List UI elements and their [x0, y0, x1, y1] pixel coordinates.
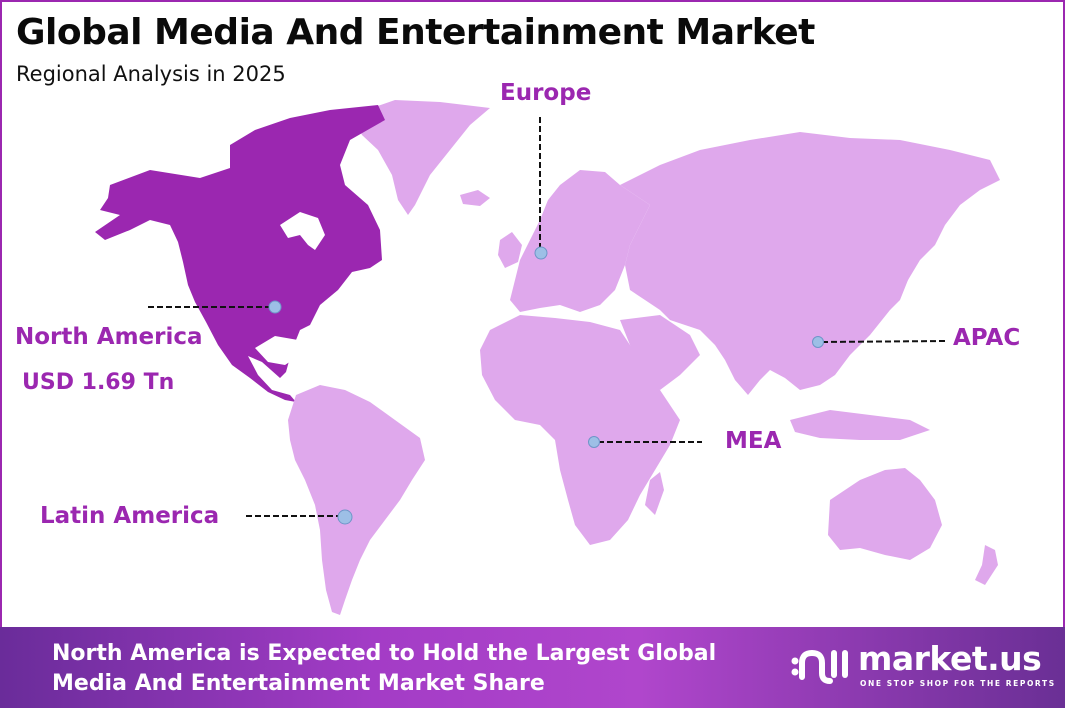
region-label-mea: MEA — [725, 428, 782, 454]
footer-headline: North America is Expected to Hold the La… — [52, 641, 717, 696]
madagascar-shape — [645, 472, 664, 515]
uk-shape — [498, 232, 522, 268]
asia-shape — [620, 132, 1000, 395]
gulf-of-mexico — [255, 336, 300, 365]
japan-shape — [885, 255, 910, 310]
apac-leader — [821, 340, 946, 343]
north-america-marker — [268, 300, 282, 314]
brand-name: market.us — [858, 639, 1042, 678]
africa-shape — [480, 315, 680, 545]
brand-tagline: ONE STOP SHOP FOR THE REPORTS — [860, 679, 1056, 688]
europe-shape — [510, 170, 650, 312]
north-america-shape — [95, 105, 385, 402]
region-label-europe: Europe — [500, 80, 592, 106]
market-us-logo-icon — [791, 649, 848, 684]
sea-islands-shape — [790, 410, 930, 440]
brand-logo: market.us ONE STOP SHOP FOR THE REPORTS — [790, 639, 1054, 691]
region-label-north-america: North America — [15, 324, 203, 350]
region-label-apac: APAC — [953, 325, 1021, 351]
hudson-bay — [280, 212, 325, 250]
page-title: Global Media And Entertainment Market — [16, 12, 815, 53]
greenland-shape — [352, 100, 490, 215]
latin-america-shape — [288, 385, 425, 615]
middle-east-shape — [620, 315, 700, 390]
mea-marker — [588, 436, 600, 448]
region-value-north-america: USD 1.69 Tn — [22, 370, 175, 395]
new-zealand-shape — [975, 545, 998, 585]
footer-banner: North America is Expected to Hold the La… — [0, 627, 1065, 708]
latin-america-marker — [337, 509, 353, 525]
iceland-shape — [460, 190, 490, 206]
apac-marker — [812, 336, 824, 348]
australia-shape — [828, 468, 942, 560]
page-subtitle: Regional Analysis in 2025 — [16, 62, 286, 86]
europe-marker — [534, 246, 548, 260]
region-label-latin-america: Latin America — [40, 503, 220, 529]
